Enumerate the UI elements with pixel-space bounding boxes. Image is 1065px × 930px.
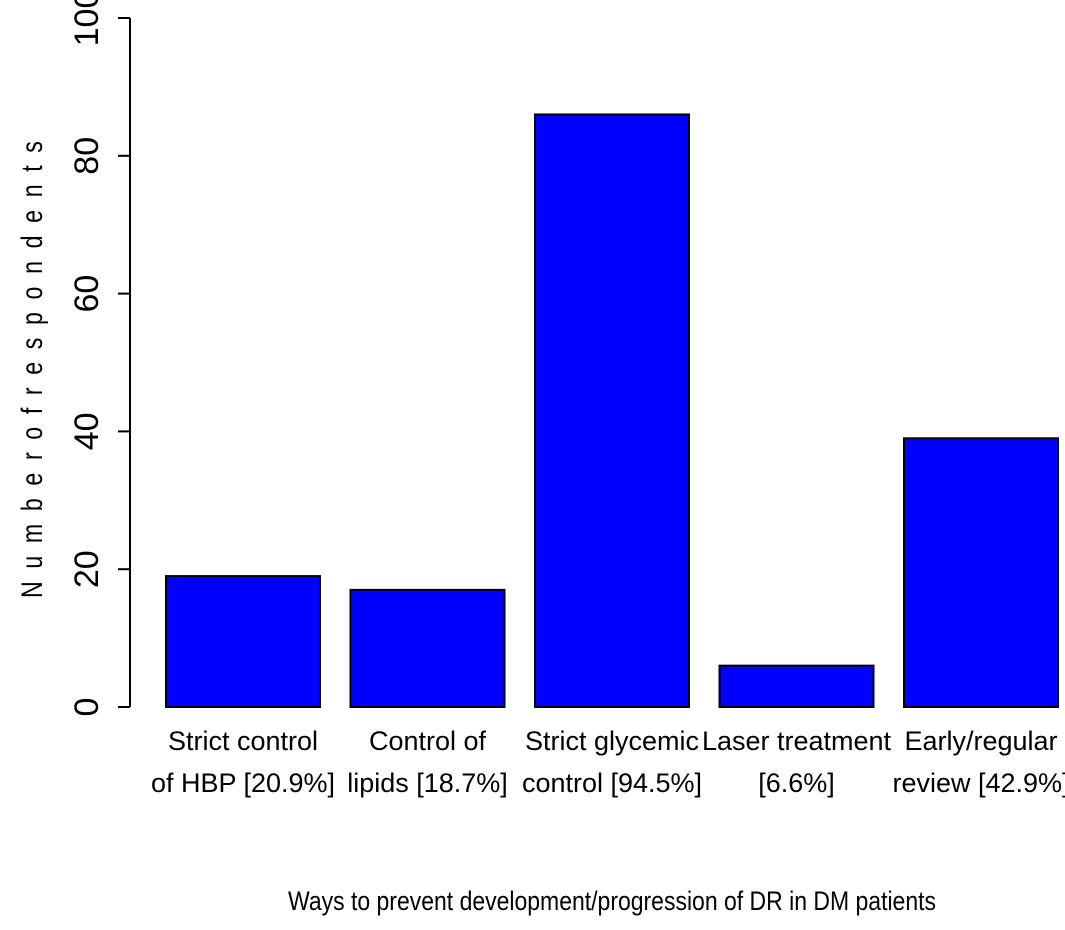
y-tick-label: 40 bbox=[68, 412, 106, 450]
x-category-label-line: Control of bbox=[369, 726, 487, 756]
x-category-label-line: of HBP [20.9%] bbox=[151, 768, 335, 798]
bar bbox=[718, 664, 875, 708]
y-axis: 0 20 40 60 80 100 bbox=[68, 0, 131, 717]
x-axis-title: Ways to prevent development/progression … bbox=[288, 886, 936, 916]
y-tick-label: 100 bbox=[68, 0, 106, 46]
y-tick-label: 80 bbox=[68, 137, 106, 175]
y-tick-label: 0 bbox=[68, 698, 106, 717]
x-category-label-line: Strict control bbox=[168, 726, 318, 756]
x-category-label-line: Strict glycemic bbox=[525, 726, 699, 756]
y-axis-title: N u m b e r o f r e s p o n d e n t s bbox=[16, 138, 49, 598]
x-category-label-line: control [94.5%] bbox=[522, 768, 702, 798]
bar bbox=[349, 588, 506, 708]
x-category-label-line: lipids [18.7%] bbox=[347, 768, 508, 798]
bar bbox=[903, 437, 1059, 708]
x-category-labels: Strict control of HBP [20.9%] Control of li… bbox=[151, 726, 1065, 798]
x-category-label-line: [6.6%] bbox=[758, 768, 835, 798]
bars bbox=[165, 113, 1059, 709]
y-tick-label: 20 bbox=[68, 550, 106, 588]
bar bbox=[534, 113, 690, 708]
x-category-label-line: Laser treatment bbox=[702, 726, 892, 756]
x-category-label-line: review [42.9%] bbox=[892, 768, 1065, 798]
y-tick-label: 60 bbox=[68, 275, 106, 313]
bar bbox=[165, 575, 321, 709]
x-category-label-line: Early/regular bbox=[904, 726, 1057, 756]
